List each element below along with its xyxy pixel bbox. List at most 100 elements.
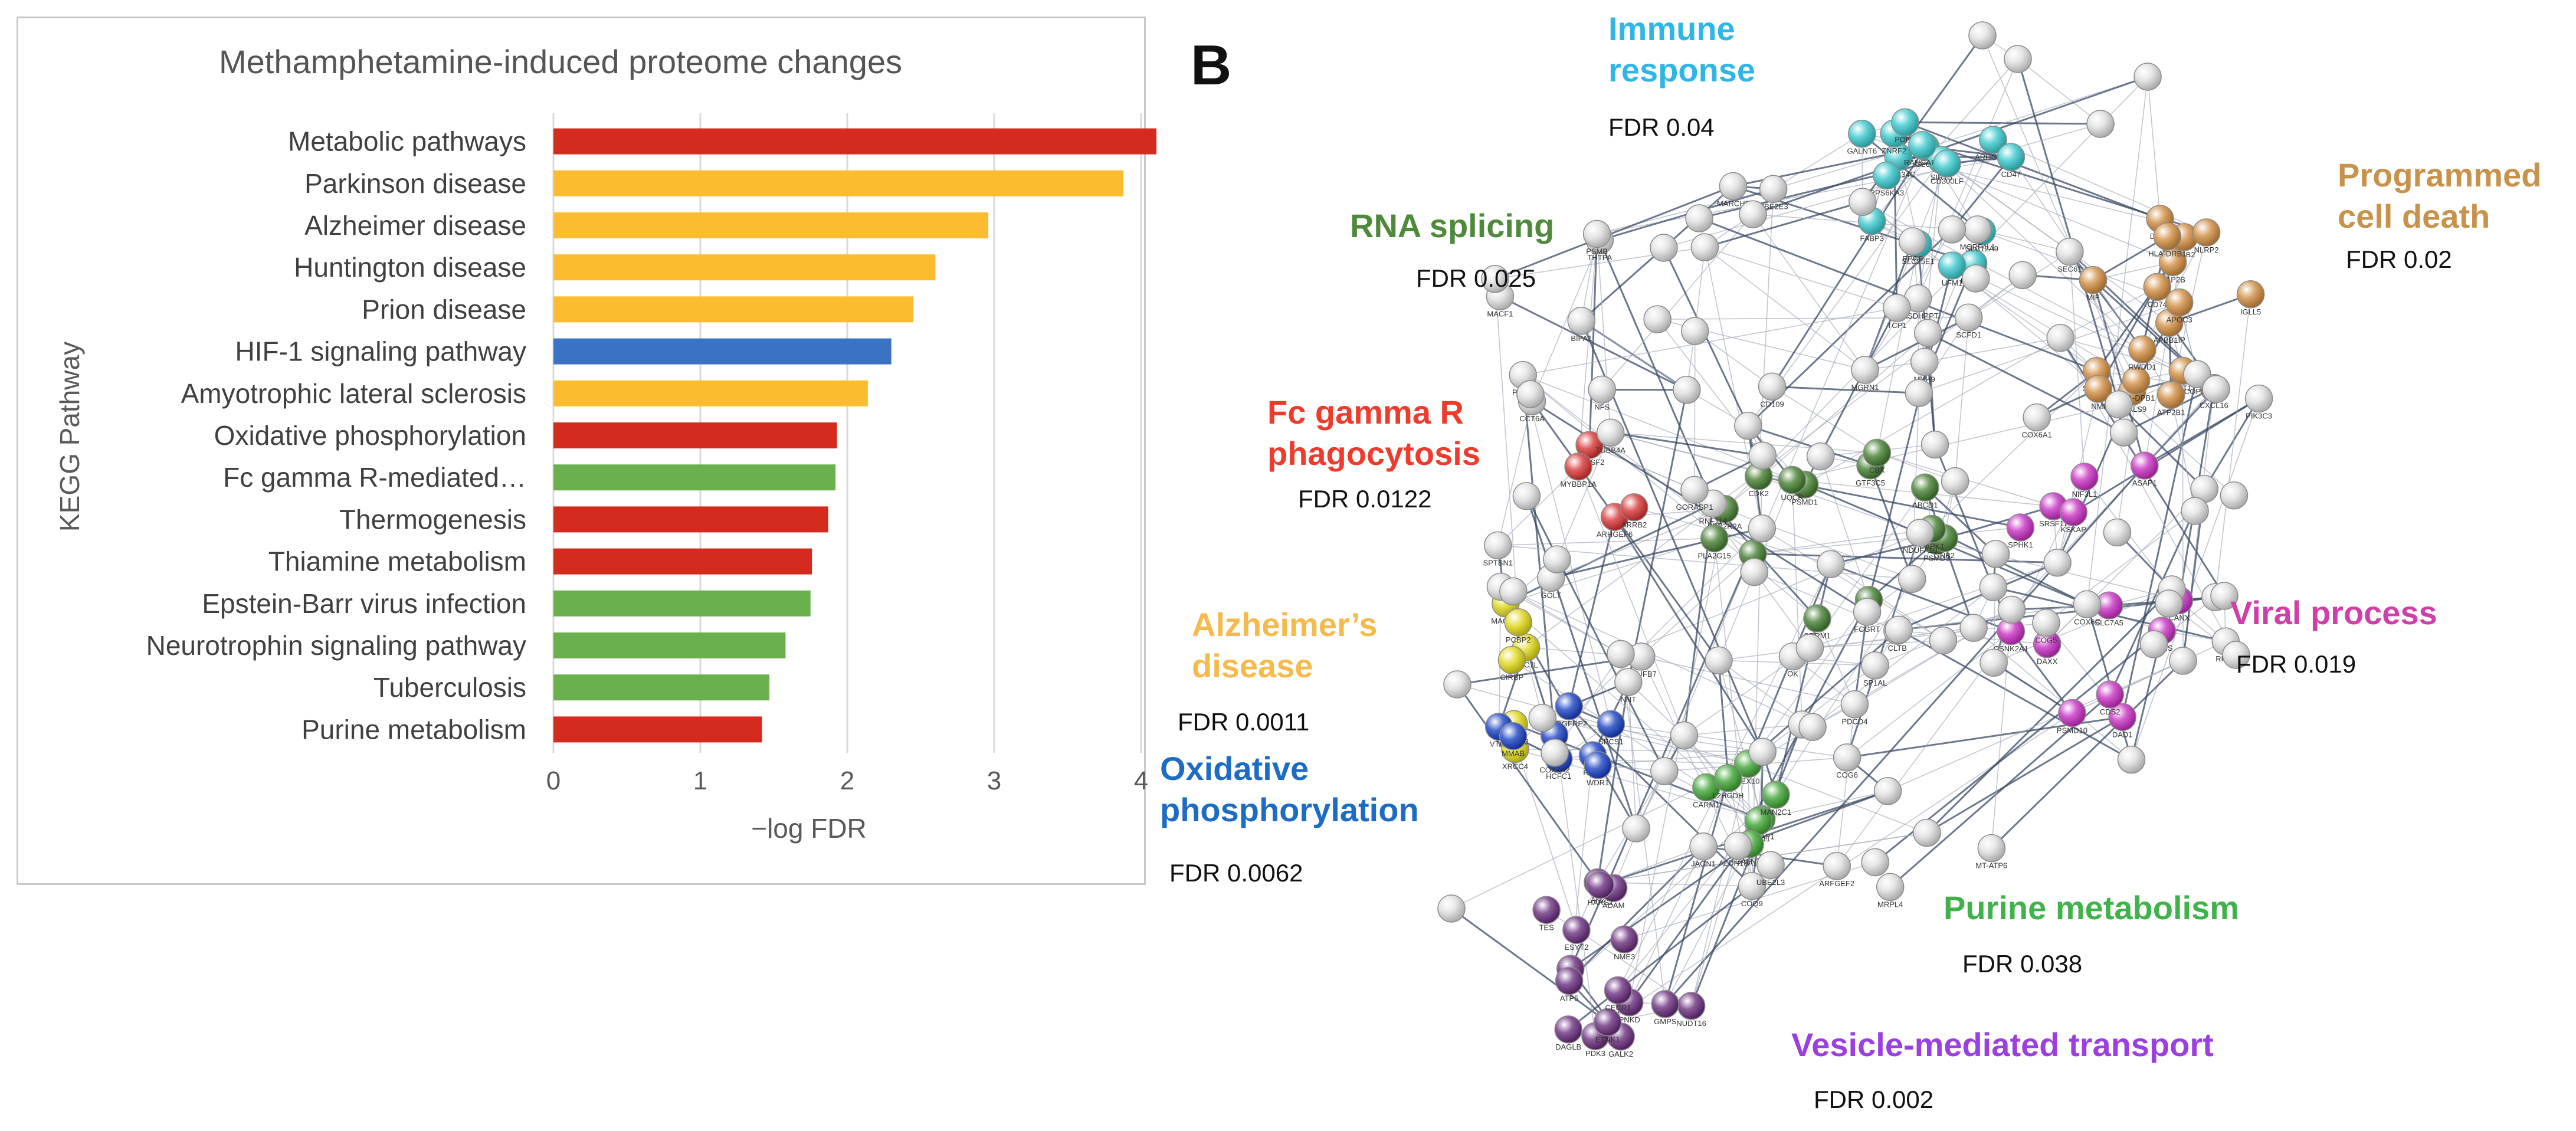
interaction-edge (1611, 723, 1847, 758)
protein-node (1959, 614, 1988, 642)
protein-node (1840, 690, 1869, 719)
interaction-edge (1917, 58, 2018, 299)
bar-huntington-disease (553, 254, 936, 281)
protein-label: APBB1IP (2154, 336, 2185, 345)
protein-node (1607, 640, 1635, 668)
interaction-edge (1598, 240, 1714, 504)
protein-node-rna-splicing (1803, 604, 1831, 632)
protein-node (1588, 375, 1617, 404)
protein-label: NDUFA10 (1903, 546, 1938, 555)
protein-node-immune-response (1848, 119, 1876, 148)
protein-node (2222, 641, 2250, 669)
interaction-edge (1748, 425, 1871, 467)
protein-node (1614, 668, 1643, 696)
interaction-edge (1830, 563, 1944, 641)
interaction-edge (1497, 466, 1579, 546)
bar-epstein-barr-virus-infection (553, 590, 811, 617)
protein-label: CSNK2A1 (1994, 644, 2028, 653)
protein-node (1705, 646, 1733, 675)
protein-node (1883, 294, 1911, 322)
protein-node (1734, 411, 1762, 440)
protein-node (2244, 384, 2273, 413)
interaction-edge (1690, 724, 1803, 1007)
interaction-edge (1898, 76, 2148, 158)
protein-label: IGLL5 (2240, 307, 2261, 316)
interaction-edge (1690, 845, 1739, 1007)
interaction-edge (1991, 609, 2013, 848)
protein-label: WDR1 (1587, 778, 1609, 787)
protein-node (1758, 372, 1787, 401)
protein-node (1690, 233, 1719, 261)
protein-label: COQ9 (1741, 899, 1763, 908)
cluster-fdr-viral-process: FDR 0.019 (2236, 650, 2356, 678)
protein-label: ALDH18A1 (1719, 859, 1757, 868)
bar-parkinson-disease (553, 170, 1124, 196)
protein-node (1913, 818, 1941, 847)
protein-label: SLC12A9 (1965, 244, 1998, 253)
protein-label: UFM1 (1942, 278, 1962, 287)
network-nodes: FAM134CGALNT6ZNRF2PTPREPON2GLO1SIRT5RPS6… (1437, 21, 2273, 1058)
protein-label: CECR1 (1605, 1004, 1631, 1012)
interaction-edge (1919, 301, 2180, 394)
interaction-edge (1847, 631, 2011, 758)
protein-node (1582, 219, 1611, 248)
interaction-edge (1684, 724, 1802, 736)
bar-amyotrophic-lateral-sclerosis (553, 380, 868, 406)
protein-node (1740, 558, 1769, 586)
interaction-edge (2203, 398, 2260, 490)
bar-thermogenesis (553, 506, 828, 533)
interaction-edge (1761, 791, 1888, 820)
protein-node (1823, 852, 1851, 880)
interaction-edge (1578, 234, 1598, 467)
interaction-edge (1627, 389, 1688, 683)
protein-node (1997, 595, 2026, 624)
interaction-edge (1812, 586, 1994, 727)
interaction-edge (1905, 121, 2161, 220)
interaction-edge (1864, 316, 1969, 371)
interaction-edge (1522, 374, 1818, 619)
protein-label: RWDD1 (2128, 362, 2156, 371)
protein-node (2004, 45, 2032, 73)
protein-node (1443, 670, 1471, 699)
interaction-edge (1578, 466, 1685, 736)
protein-label: NNT (1620, 695, 1636, 704)
interaction-edge (2017, 58, 2101, 124)
protein-node-immune-response (1938, 251, 1967, 280)
x-tick-label: 4 (1134, 766, 1148, 795)
protein-node (1680, 476, 1709, 504)
interaction-edge (1936, 540, 2088, 605)
protein-node (1920, 430, 1949, 459)
protein-node (2169, 647, 2197, 675)
interaction-edge (1497, 401, 1533, 546)
interaction-edge (1918, 317, 1969, 394)
protein-label: GALNT6 (1847, 147, 1877, 156)
interaction-edge (1556, 432, 1611, 560)
protein-label: FABP3 (1860, 234, 1883, 243)
protein-label: ESYT2 (1564, 943, 1588, 952)
protein-node-vesicle-mediated-transport (1562, 916, 1591, 944)
protein-node (2103, 518, 2132, 547)
interaction-edge (1931, 371, 2097, 530)
protein-label: CDK2 (1748, 489, 1769, 498)
interaction-edge (1868, 265, 1953, 601)
protein-label: SLC25E1 (1902, 257, 1935, 266)
protein-node-immune-response (1979, 126, 2007, 154)
bar-oxidative-phosphorylation (553, 422, 837, 448)
protein-label: DAD1 (2112, 730, 2133, 739)
interaction-edge (1513, 591, 1813, 727)
interaction-edge (1991, 660, 2184, 849)
interaction-edge (1628, 509, 1726, 1003)
cluster-fdr-immune-response: FDR 0.04 (1608, 113, 1715, 141)
interaction-edge (1718, 660, 1729, 778)
protein-label: ETNK1 (1595, 1035, 1620, 1044)
protein-node (1528, 703, 1557, 732)
bar-neurotrophin-signaling-pathway (553, 632, 786, 658)
protein-node (1885, 615, 1913, 644)
protein-node-viral-process (2006, 513, 2035, 542)
protein-label: KSKAP (2061, 525, 2086, 534)
interaction-edge (2169, 293, 2251, 324)
protein-label: MORF4L1 (1960, 242, 1995, 251)
interaction-edge (1887, 660, 2184, 792)
protein-label: PCBP2 (1506, 635, 1531, 644)
protein-node-fc-gamma-r-phagocytosis (1620, 493, 1648, 522)
